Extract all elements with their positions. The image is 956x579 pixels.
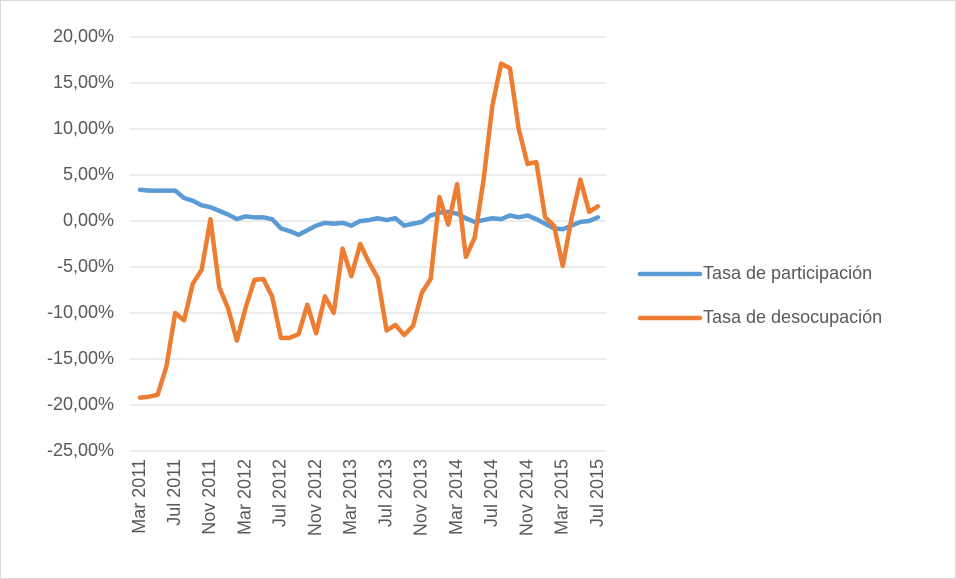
y-tick-label: -25,00%: [47, 440, 114, 460]
x-tick-label: Jul 2013: [375, 459, 395, 527]
x-tick-label: Jul 2014: [481, 459, 501, 527]
x-tick-label: Jul 2015: [587, 459, 607, 527]
x-tick-label: Mar 2011: [129, 459, 149, 534]
y-tick-label: -10,00%: [47, 302, 114, 322]
x-tick-label: Mar 2014: [446, 459, 466, 535]
line-series: [137, 61, 601, 400]
y-tick-label: -20,00%: [47, 394, 114, 414]
y-tick-label: -5,00%: [57, 256, 114, 276]
y-tick-label: 0,00%: [63, 210, 114, 230]
legend-label: Tasa de desocupación: [703, 307, 882, 327]
y-tick-label: 20,00%: [53, 26, 114, 46]
y-tick-label: -15,00%: [47, 348, 114, 368]
y-tick-label: 5,00%: [63, 164, 114, 184]
legend-label: Tasa de participación: [703, 263, 872, 283]
x-tick-label: Nov 2013: [411, 459, 431, 536]
x-tick-label: Nov 2011: [199, 459, 219, 535]
line-series: [137, 187, 601, 238]
x-tick-label: Mar 2015: [552, 459, 572, 535]
x-tick-label: Nov 2012: [305, 459, 325, 536]
y-tick-label: 15,00%: [53, 72, 114, 92]
x-tick-label: Jul 2012: [270, 459, 290, 527]
x-tick-label: Jul 2011: [164, 459, 184, 526]
y-tick-label: 10,00%: [53, 118, 114, 138]
x-tick-label: Mar 2013: [340, 459, 360, 535]
x-tick-label: Nov 2014: [516, 459, 536, 536]
x-tick-label: Mar 2012: [234, 459, 254, 535]
